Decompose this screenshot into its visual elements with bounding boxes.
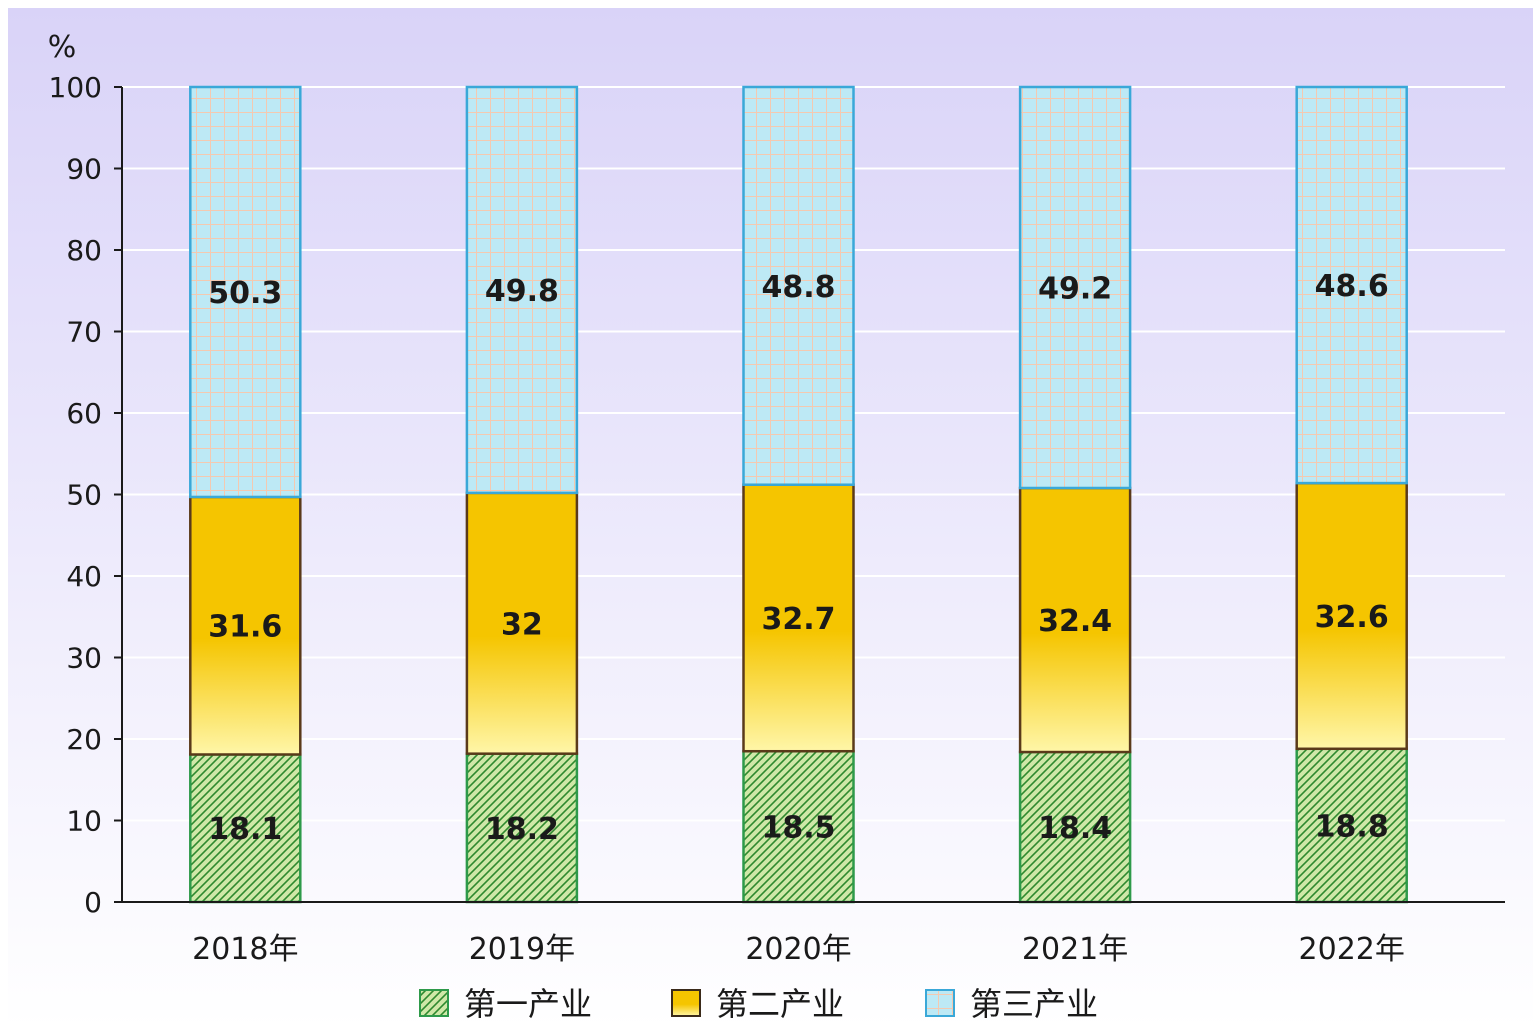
bar-segment-secondary (742, 483, 855, 753)
data-label: 31.6 (208, 610, 282, 645)
x-axis: 2018年 2019年 2020年 2021年 2022年 (122, 901, 1505, 967)
y-tick-label: 70 (66, 316, 102, 349)
data-label: 18.4 (1038, 811, 1112, 846)
data-label: 50.3 (208, 276, 282, 311)
data-label: 18.5 (761, 811, 835, 846)
data-label: 32 (501, 607, 543, 642)
legend-label-primary: 第一产业 (464, 985, 592, 1023)
y-tick-label: 20 (66, 723, 102, 756)
legend-swatch-tertiary (925, 989, 955, 1017)
y-tick-label: 30 (66, 642, 102, 675)
bar-segment-primary (189, 753, 302, 904)
x-tick-label: 2021年 (1022, 932, 1128, 967)
bar-segment-secondary (1018, 486, 1132, 754)
bar-segment-primary (465, 752, 579, 904)
bar-segment-tertiary (465, 85, 579, 495)
y-tick-label: 10 (66, 805, 102, 838)
data-label: 49.8 (485, 274, 559, 309)
y-tick-label: 60 (66, 397, 102, 430)
x-tick-label: 2022年 (1299, 932, 1405, 967)
y-tick-label: 50 (66, 479, 102, 512)
bar-segment-tertiary (1295, 85, 1408, 485)
legend-label-tertiary: 第三产业 (970, 985, 1098, 1023)
legend-swatch-primary (419, 989, 449, 1017)
data-label: 32.4 (1038, 604, 1112, 639)
data-label: 48.8 (761, 270, 835, 305)
x-tick-label: 2019年 (469, 932, 575, 967)
bar-segment-secondary (465, 491, 579, 755)
bars: 18.1 31.6 50.3 18.2 32 49.8 18.5 32.7 48.8 18.4 32… (189, 85, 1408, 904)
y-axis: % 0 10 20 30 40 50 60 70 80 90 100 (48, 30, 123, 919)
x-tick-label: 2018年 (192, 932, 298, 967)
y-tick-label: 100 (49, 71, 102, 104)
data-label: 18.1 (208, 812, 282, 847)
data-label: 32.7 (761, 602, 835, 637)
bar-segment-secondary (1295, 481, 1408, 751)
y-tick-label: 90 (66, 153, 102, 186)
legend-swatch-secondary (671, 989, 701, 1017)
data-label: 18.2 (485, 812, 559, 847)
bar-segment-primary (1018, 750, 1132, 904)
data-label: 32.6 (1315, 600, 1389, 635)
legend: 第一产业 第二产业 第三产业 (419, 985, 1098, 1023)
data-label: 18.8 (1315, 809, 1389, 844)
bar-segment-primary (1295, 747, 1408, 904)
bar-segment-tertiary (189, 85, 302, 499)
data-label: 49.2 (1038, 271, 1112, 306)
bar-segment-tertiary (1018, 85, 1132, 490)
data-label: 48.6 (1315, 269, 1389, 304)
y-tick-label: 40 (66, 560, 102, 593)
y-axis-unit-label: % (48, 30, 77, 65)
y-tick-label: 80 (66, 234, 102, 267)
x-tick-label: 2020年 (745, 932, 851, 967)
bar-segment-primary (742, 749, 855, 904)
y-tick-label: 0 (84, 886, 102, 919)
bar-segment-tertiary (742, 85, 855, 486)
bar-segment-secondary (189, 495, 302, 756)
legend-label-secondary: 第二产业 (716, 985, 844, 1023)
